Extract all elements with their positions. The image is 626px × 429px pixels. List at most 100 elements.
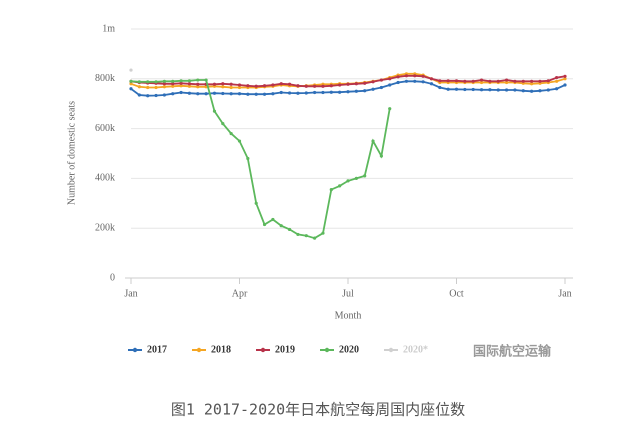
- data-point: [504, 78, 509, 82]
- data-point: [313, 84, 317, 88]
- data-point: [421, 80, 425, 84]
- data-point: [287, 82, 292, 86]
- data-point: [496, 88, 500, 92]
- x-tick-label: Jul: [342, 288, 354, 299]
- legend-dot: [260, 347, 266, 353]
- data-point: [388, 107, 392, 111]
- data-point: [187, 79, 192, 83]
- data-point: [162, 93, 166, 97]
- data-point: [229, 85, 233, 90]
- data-point: [196, 85, 200, 89]
- data-point: [212, 82, 217, 86]
- data-point: [404, 79, 409, 83]
- data-point: [137, 85, 141, 89]
- data-point: [563, 83, 567, 87]
- data-point: [246, 92, 250, 96]
- data-point: [329, 84, 333, 88]
- data-point: [212, 91, 217, 95]
- data-point: [221, 122, 225, 126]
- data-point: [338, 83, 342, 87]
- data-point: [129, 82, 133, 86]
- data-point: [137, 93, 141, 97]
- data-point: [237, 85, 242, 90]
- data-point: [379, 154, 383, 158]
- data-point: [479, 78, 484, 82]
- data-point: [388, 83, 392, 87]
- data-point: [521, 89, 525, 93]
- legend-label[interactable]: 2020*: [403, 344, 428, 355]
- data-point: [204, 78, 208, 82]
- data-point: [321, 84, 325, 88]
- x-tick-label: Apr: [232, 288, 248, 299]
- data-point: [354, 176, 358, 180]
- legend-label[interactable]: 2017: [147, 344, 167, 355]
- data-point: [504, 80, 509, 85]
- data-point: [513, 79, 517, 83]
- data-point: [371, 80, 375, 84]
- data-point: [271, 83, 275, 87]
- legend-label[interactable]: 2020: [339, 344, 359, 355]
- data-point: [171, 79, 175, 83]
- data-point: [555, 75, 559, 80]
- data-point: [129, 68, 133, 72]
- data-point: [229, 92, 233, 96]
- data-point: [221, 91, 225, 96]
- data-point: [187, 82, 192, 86]
- data-point: [463, 79, 467, 83]
- data-point: [254, 92, 258, 96]
- data-point: [471, 79, 475, 83]
- data-point: [463, 87, 467, 92]
- data-point: [237, 139, 242, 143]
- data-point: [496, 79, 500, 83]
- data-point: [171, 92, 175, 96]
- data-point: [146, 85, 150, 90]
- data-point: [546, 79, 550, 83]
- data-point: [221, 82, 225, 86]
- data-point: [313, 236, 317, 240]
- legend-dot: [196, 347, 202, 353]
- legend-dot: [388, 347, 394, 353]
- data-point: [555, 79, 559, 83]
- y-tick-label: 600k: [95, 123, 115, 134]
- data-point: [171, 84, 175, 88]
- data-point: [154, 80, 158, 84]
- legend-label[interactable]: 2019: [275, 344, 295, 355]
- data-point: [162, 85, 166, 89]
- data-point: [179, 79, 183, 83]
- data-point: [396, 80, 400, 85]
- data-point: [488, 88, 492, 92]
- data-point: [371, 87, 375, 91]
- data-point: [287, 91, 292, 95]
- data-point: [262, 222, 267, 227]
- data-point: [555, 87, 559, 91]
- data-point: [187, 84, 192, 88]
- x-tick-label: Oct: [449, 288, 464, 299]
- y-tick-label: 800k: [95, 73, 115, 84]
- data-point: [479, 88, 484, 92]
- data-point: [171, 82, 175, 86]
- data-point: [179, 81, 183, 85]
- data-point: [438, 85, 442, 90]
- data-point: [371, 139, 375, 143]
- data-point: [471, 87, 475, 92]
- data-point: [504, 88, 509, 92]
- data-point: [146, 94, 150, 98]
- data-point: [279, 82, 283, 86]
- data-point: [313, 90, 317, 95]
- legend-label[interactable]: 2018: [211, 344, 231, 355]
- data-point: [530, 89, 534, 93]
- data-point: [321, 231, 325, 235]
- data-point: [346, 82, 350, 86]
- data-point: [363, 81, 367, 85]
- data-point: [454, 87, 459, 91]
- data-point: [354, 82, 358, 86]
- series-line: [130, 79, 391, 240]
- data-point: [154, 93, 158, 98]
- data-point: [287, 227, 292, 232]
- data-point: [488, 79, 492, 83]
- data-point: [237, 92, 242, 96]
- data-point: [329, 188, 333, 192]
- data-point: [129, 79, 133, 83]
- data-point: [179, 84, 183, 88]
